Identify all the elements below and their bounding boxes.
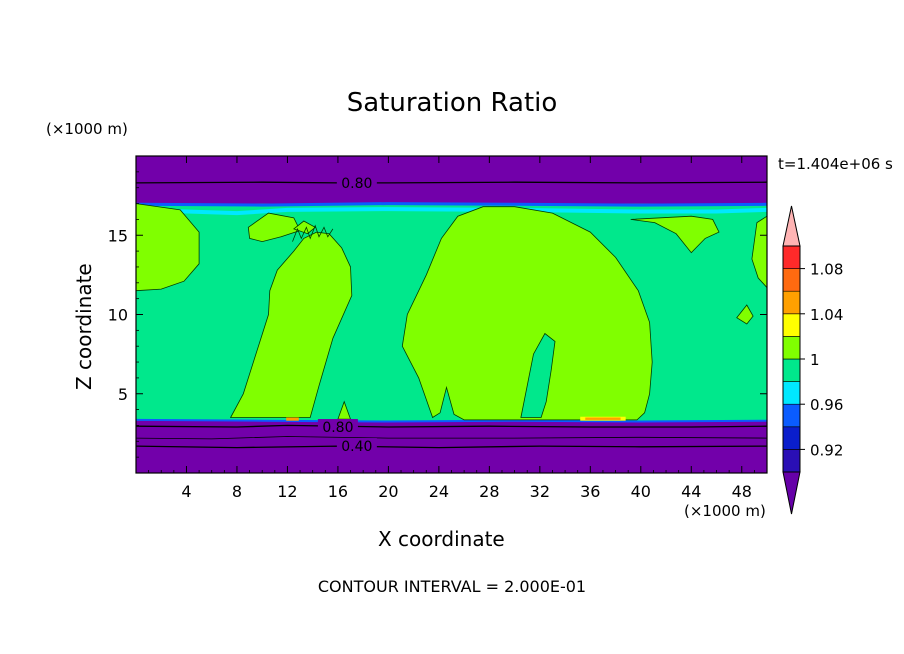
- hole-central: [520, 332, 556, 418]
- contour-080-top: [136, 181, 767, 184]
- colorbar-label: 0.92: [810, 441, 843, 459]
- colorbar-segment: [782, 313, 801, 337]
- x-tick-label: 20: [378, 482, 398, 501]
- colorbar-arrow-low: [782, 471, 801, 515]
- blob-small-top: [247, 212, 301, 243]
- band-098-top: [136, 207, 767, 216]
- y-axis-label: Z coordinate: [72, 263, 96, 390]
- colorbar-segment: [782, 381, 801, 405]
- contour-label-bg: [336, 174, 377, 191]
- colorbar-label: 0.96: [810, 396, 843, 414]
- x-tick-label: 32: [530, 482, 550, 501]
- x-tick-label: 28: [479, 482, 499, 501]
- x-tick-label: 4: [181, 482, 191, 501]
- chart-title: Saturation Ratio: [346, 88, 558, 118]
- x-tick-label: 36: [580, 482, 600, 501]
- band-096-bottom: [136, 418, 767, 423]
- colorbar-segment: [782, 403, 801, 428]
- colorbar-label: 1.08: [810, 261, 843, 279]
- time-label: t=1.404e+06 s: [778, 155, 893, 173]
- colorbar-segment: [782, 336, 801, 360]
- colorbar-segment: [782, 426, 801, 450]
- x-tick-label: 44: [681, 482, 701, 501]
- blob-left: [136, 203, 200, 292]
- x-axis-label: X coordinate: [378, 527, 505, 551]
- x-unit-label: (×1000 m): [684, 502, 766, 520]
- y-tick-label: 10: [108, 306, 128, 325]
- contour-label: 0.80: [341, 176, 372, 192]
- blob-small-top-2: [292, 220, 316, 235]
- x-tick-label: 16: [328, 482, 348, 501]
- edge-sawtooth: [292, 224, 334, 242]
- blob-left-column: [229, 231, 353, 418]
- x-tick-label: 8: [232, 482, 242, 501]
- contour-label: 0.40: [341, 439, 372, 455]
- colorbar-segment: [782, 245, 801, 269]
- contour-080-bottom: [136, 424, 767, 428]
- colorbar-segment: [782, 290, 801, 315]
- colorbar-segment: [782, 268, 801, 292]
- contour-060-bottom: [136, 436, 767, 440]
- contour-label-bg: [336, 438, 377, 455]
- y-tick-label: 15: [108, 226, 128, 245]
- band-096-top: [136, 202, 767, 207]
- contour-040-bottom: [136, 445, 767, 449]
- contour-label: 0.80: [322, 420, 353, 436]
- x-tick-label: 40: [631, 482, 651, 501]
- x-tick-label: 24: [429, 482, 449, 501]
- blob-right: [630, 215, 720, 254]
- y-tick-label: 5: [118, 385, 128, 404]
- colorbar-segment: [782, 449, 801, 473]
- blob-far-right-1: [751, 215, 767, 289]
- blob-far-right-2: [736, 304, 754, 325]
- x-tick-label: 48: [732, 482, 752, 501]
- colorbar-label: 1.04: [810, 306, 843, 324]
- contour-label-bg: [317, 419, 358, 436]
- blob-central: [401, 206, 653, 421]
- colorbar-arrow-high: [782, 205, 801, 247]
- colorbar-label: 1: [810, 351, 820, 369]
- x-tick-label: 12: [277, 482, 297, 501]
- plot-area: 0.80 0.80 0.40: [136, 156, 767, 473]
- peak-surface-2: [585, 417, 621, 420]
- colorbar-segment: [782, 358, 801, 382]
- contour-interval-note: CONTOUR INTERVAL = 2.000E-01: [317, 577, 587, 596]
- peak-surface-3: [286, 417, 299, 421]
- y-unit-label: (×1000 m): [46, 120, 128, 138]
